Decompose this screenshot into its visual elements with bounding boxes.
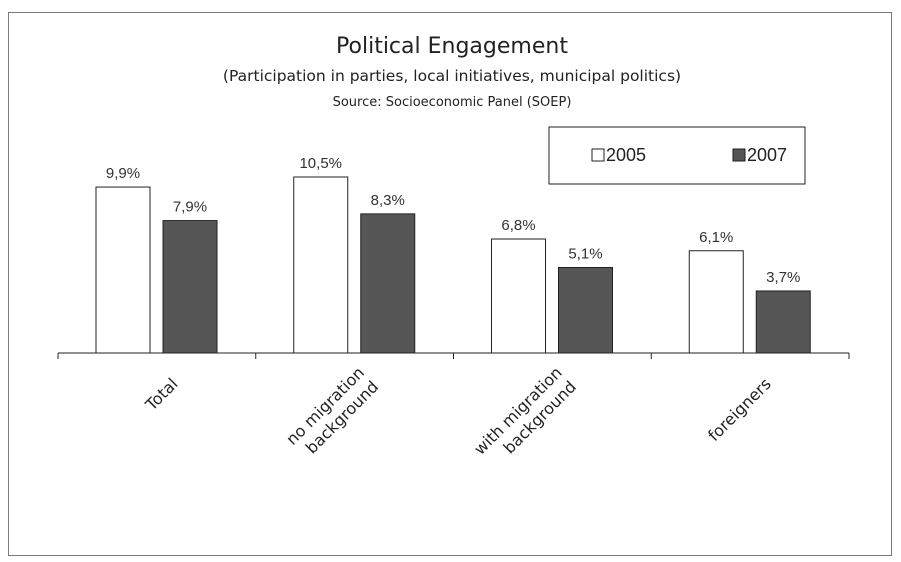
x-tick-label: no migrationbackground bbox=[282, 363, 382, 463]
x-tick-label: foreigners bbox=[704, 374, 775, 445]
value-label-2005: 6,1% bbox=[699, 229, 733, 246]
x-tick-label-line: Total bbox=[141, 374, 182, 415]
bar-2005 bbox=[293, 176, 349, 354]
legend-label-2007: 2007 bbox=[747, 145, 787, 165]
chart-source: Source: Socioeconomic Panel (SOEP) bbox=[333, 95, 572, 110]
legend: 2005 2007 bbox=[548, 126, 806, 185]
legend-swatch-2005 bbox=[591, 148, 605, 162]
x-tick-label-line: foreigners bbox=[704, 374, 775, 445]
bar-2007 bbox=[558, 267, 613, 354]
plot-area: 9,9% 7,9% Total 10,5% 8,3% no migrationbackgr… bbox=[57, 155, 850, 473]
value-label-2005: 10,5% bbox=[299, 155, 342, 172]
bar-2005 bbox=[95, 186, 151, 354]
legend-swatch-2007 bbox=[732, 148, 746, 162]
value-label-2005: 6,8% bbox=[501, 217, 535, 234]
bar-2005 bbox=[491, 238, 546, 354]
legend-label-2005: 2005 bbox=[606, 145, 646, 165]
value-label-2007: 7,9% bbox=[173, 199, 207, 216]
bar-2007 bbox=[360, 213, 416, 354]
value-label-2007: 8,3% bbox=[371, 192, 405, 209]
chart-subtitle: (Participation in parties, local initiat… bbox=[223, 67, 681, 85]
value-label-2007: 5,1% bbox=[568, 246, 602, 263]
value-label-2007: 3,7% bbox=[766, 269, 800, 286]
value-label-2005: 9,9% bbox=[106, 165, 140, 182]
chart-frame bbox=[8, 12, 892, 556]
bar-2007 bbox=[162, 220, 218, 354]
x-tick-label: with migrationbackground bbox=[470, 363, 580, 473]
x-tick-label: Total bbox=[141, 374, 182, 415]
bar-2005 bbox=[688, 250, 744, 354]
bar-2007 bbox=[755, 290, 811, 354]
chart-title: Political Engagement bbox=[336, 34, 568, 59]
